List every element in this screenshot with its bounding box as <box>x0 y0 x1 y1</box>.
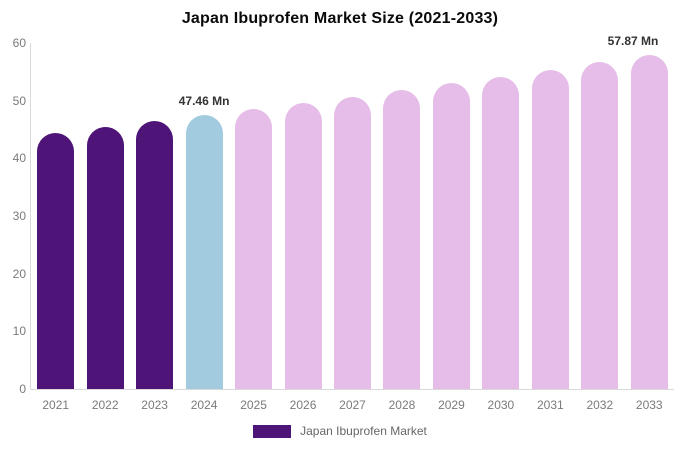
value-label-2033: 57.87 Mn <box>607 34 659 49</box>
x-label-2028: 2028 <box>388 398 416 412</box>
bar-2023 <box>136 121 174 389</box>
y-tick-40: 40 <box>12 151 26 166</box>
y-axis-line <box>30 43 31 389</box>
bar-2031 <box>531 69 569 389</box>
bar-2028 <box>383 90 421 389</box>
bar-2027 <box>334 96 371 389</box>
bar-2021 <box>37 132 75 389</box>
legend-label: Japan Ibuprofen Market <box>300 424 427 438</box>
y-tick-10: 10 <box>12 324 26 339</box>
bar-2032 <box>581 62 619 389</box>
x-axis-line <box>30 389 674 390</box>
bar-2024 <box>185 115 223 389</box>
bar-2030 <box>482 76 520 389</box>
bar-2025 <box>235 109 273 389</box>
x-label-2024: 2024 <box>190 398 218 412</box>
legend-swatch <box>253 424 292 438</box>
y-tick-20: 20 <box>12 266 26 281</box>
bar-2029 <box>432 83 470 389</box>
x-label-2033: 2033 <box>635 398 663 412</box>
x-label-2021: 2021 <box>42 398 70 412</box>
value-label-2024: 47.46 Mn <box>178 94 230 109</box>
x-label-2027: 2027 <box>339 398 366 412</box>
x-label-2031: 2031 <box>536 398 564 412</box>
bar-2026 <box>284 102 322 389</box>
x-label-2032: 2032 <box>586 398 614 412</box>
chart-title: Japan Ibuprofen Market Size (2021-2033) <box>181 10 499 27</box>
x-label-2030: 2030 <box>487 398 515 412</box>
x-label-2026: 2026 <box>289 398 317 412</box>
x-label-2022: 2022 <box>91 398 119 412</box>
y-tick-30: 30 <box>12 209 26 223</box>
bar-2033 <box>630 55 668 389</box>
bar-2022 <box>86 127 124 389</box>
x-label-2023: 2023 <box>141 398 168 412</box>
y-tick-60: 60 <box>12 36 26 50</box>
x-label-2029: 2029 <box>438 398 465 412</box>
y-tick-0: 0 <box>19 382 26 396</box>
x-label-2025: 2025 <box>240 398 267 412</box>
y-tick-50: 50 <box>12 93 26 108</box>
legend: Japan Ibuprofen Market <box>0 424 680 438</box>
